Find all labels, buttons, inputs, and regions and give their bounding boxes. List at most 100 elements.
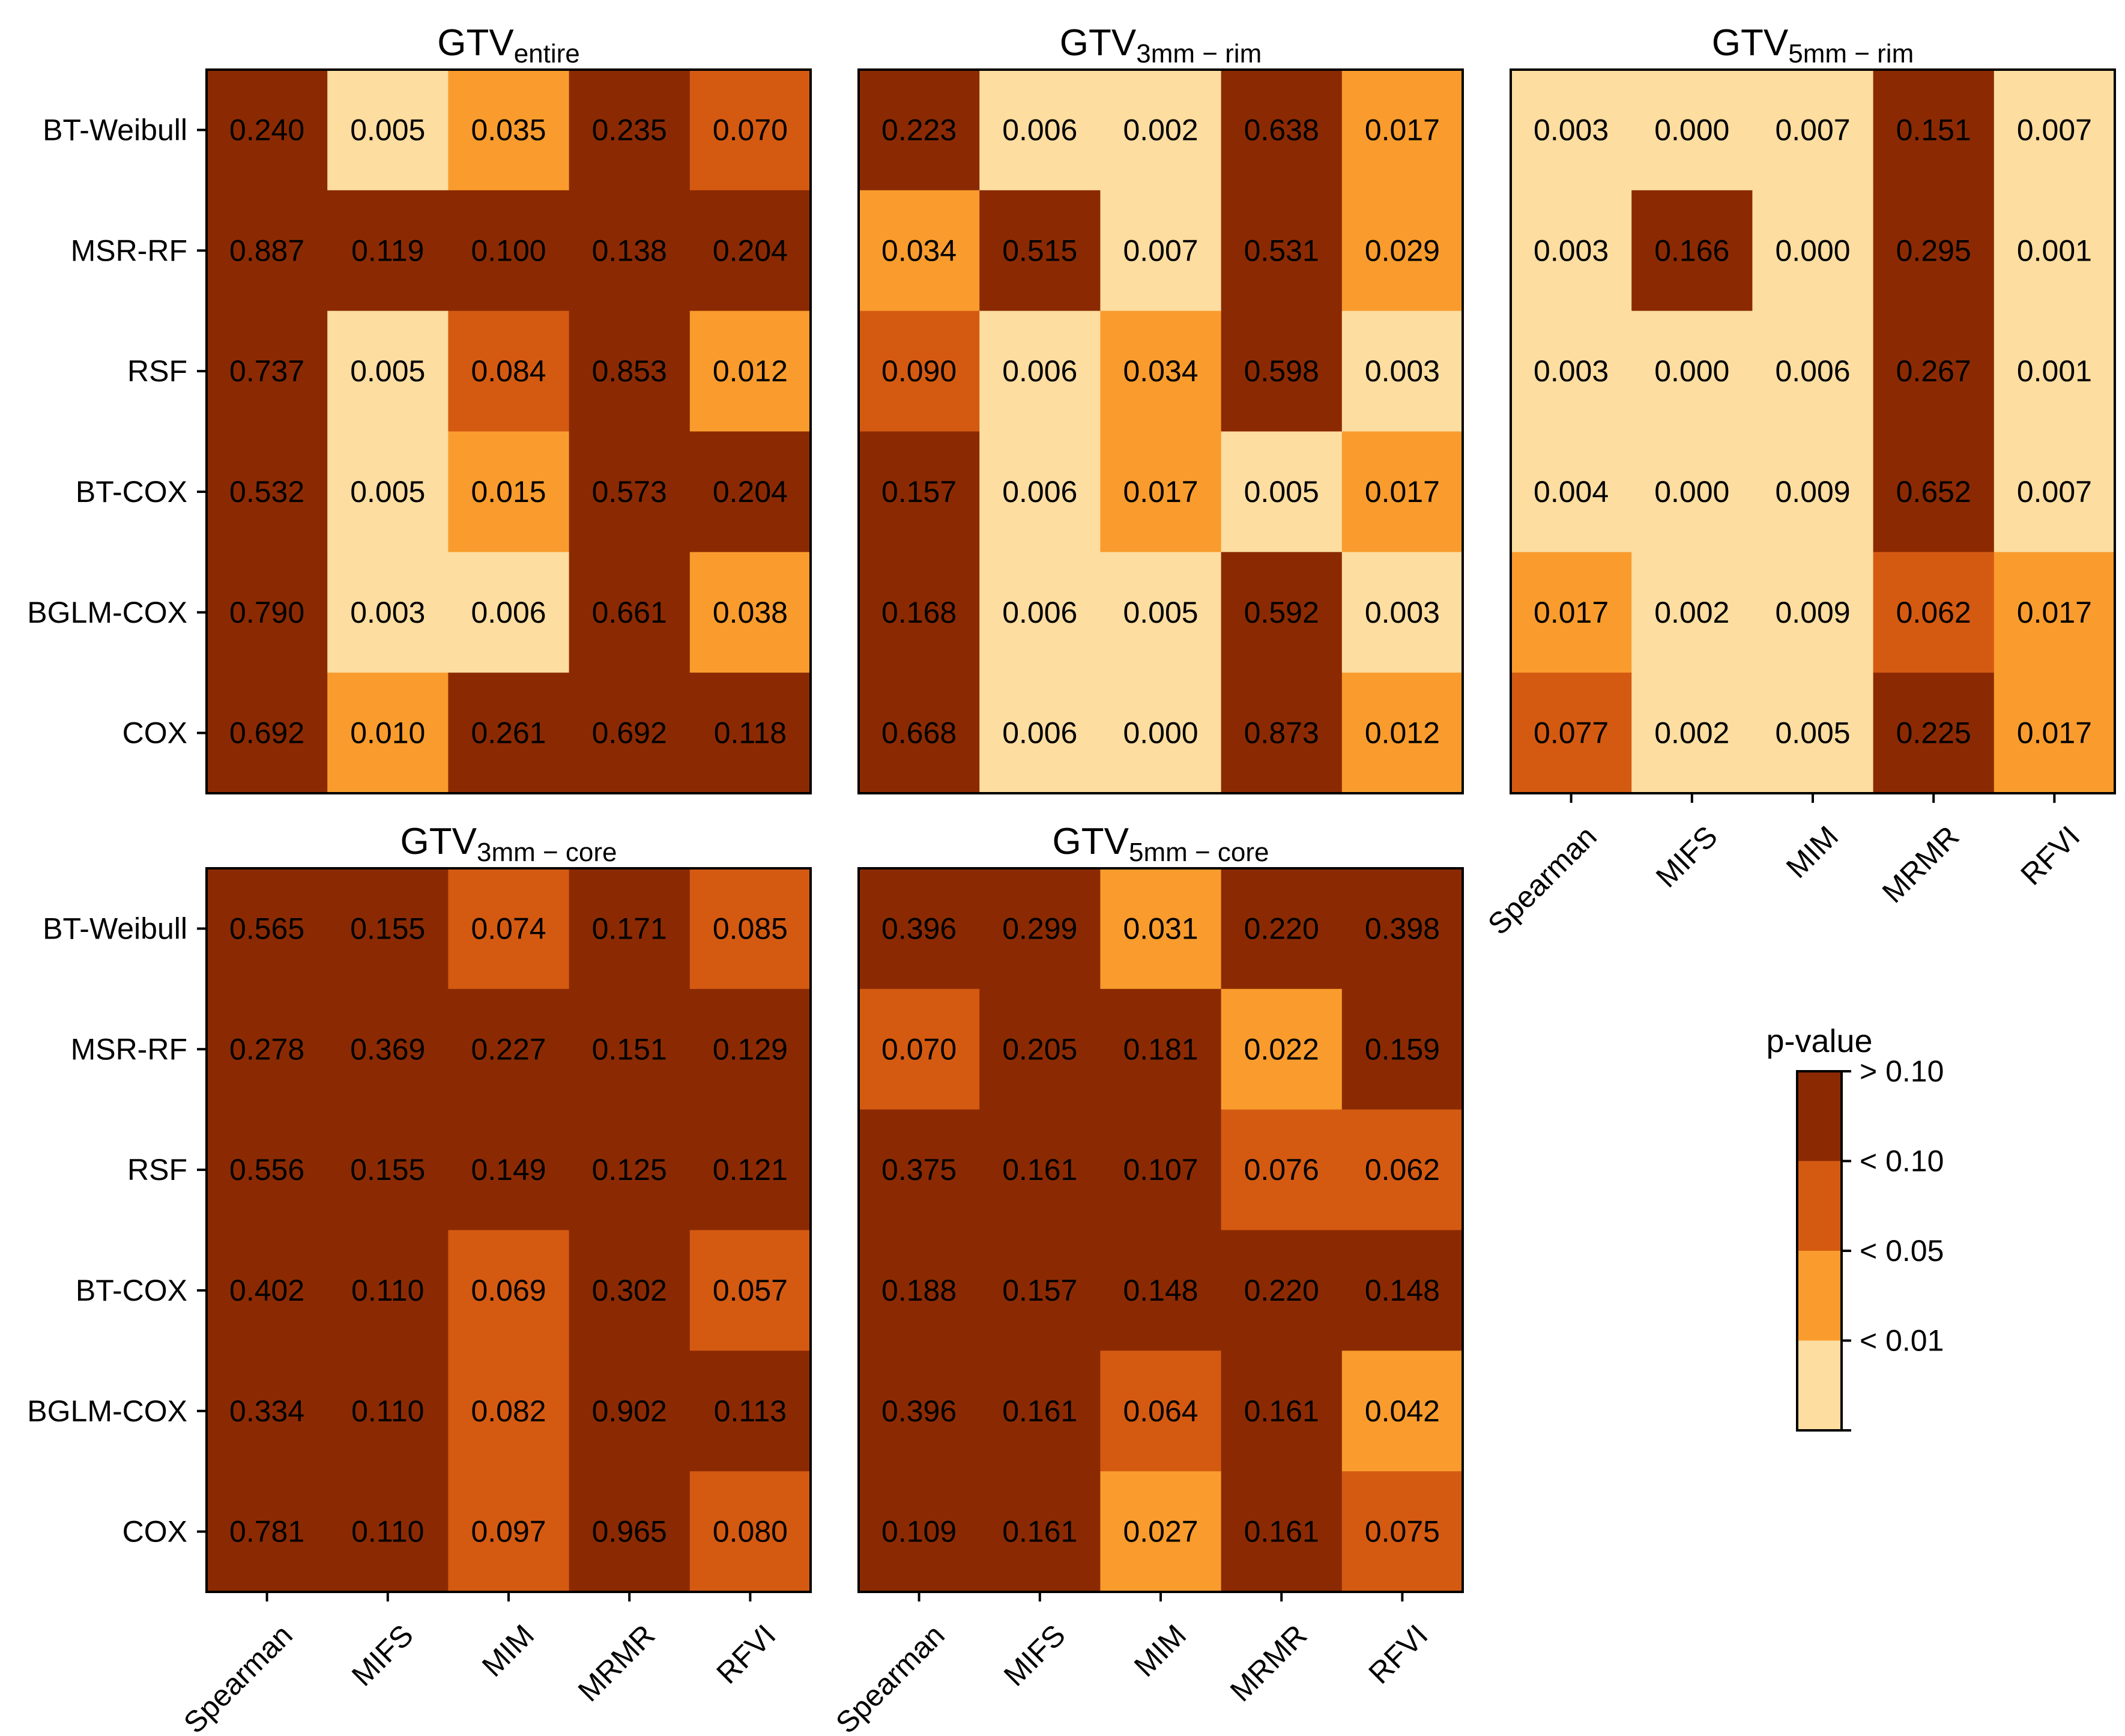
cell-value-label: 0.181 <box>1123 1032 1198 1066</box>
cell-value-label: 0.002 <box>1654 596 1729 629</box>
cell-value-label: 0.074 <box>471 912 546 945</box>
cell-value-label: 0.009 <box>1775 475 1850 509</box>
cell-value-label: 0.003 <box>1365 596 1440 629</box>
heatmap-cell <box>979 1109 1101 1231</box>
cell-value-label: 0.003 <box>1534 113 1609 147</box>
colorbar-tick-label: < 0.05 <box>1860 1234 1944 1268</box>
heatmap-cell <box>327 988 449 1110</box>
cell-value-label: 0.002 <box>1654 716 1729 750</box>
cell-value-label: 0.161 <box>1002 1153 1077 1187</box>
heatmap-cell <box>448 1350 570 1472</box>
cell-value-label: 0.005 <box>350 475 425 509</box>
heatmap-cell <box>569 552 691 673</box>
cell-value-label: 0.151 <box>1896 113 1971 147</box>
cell-value-label: 0.003 <box>350 596 425 629</box>
heatmap-cell <box>1631 190 1753 312</box>
cell-value-label: 0.002 <box>1123 113 1198 147</box>
heatmap-cell <box>1511 431 1632 552</box>
heatmap-cell <box>1873 431 1995 552</box>
cell-value-label: 0.003 <box>1534 234 1609 267</box>
cell-value-label: 0.129 <box>713 1032 788 1066</box>
cell-value-label: 0.080 <box>713 1515 788 1549</box>
heatmap-cell <box>1341 552 1463 673</box>
heatmap-cell <box>448 1230 570 1351</box>
heatmap-cell <box>327 1230 449 1351</box>
panel-title: GTV5mm − rim <box>1712 22 1914 68</box>
cell-value-label: 0.006 <box>471 596 546 629</box>
cell-value-label: 0.223 <box>881 113 957 147</box>
heatmap-cell <box>979 431 1101 552</box>
heatmap-cell <box>327 310 449 432</box>
cell-value-label: 0.965 <box>592 1515 667 1549</box>
heatmap-cell <box>1873 310 1995 432</box>
cell-value-label: 0.000 <box>1654 354 1729 388</box>
heatmap-cell <box>1341 431 1463 552</box>
heatmap-cell <box>859 190 980 312</box>
cell-value-label: 0.022 <box>1244 1032 1319 1066</box>
cell-value-label: 0.565 <box>229 912 304 945</box>
heatmap-cell <box>979 1350 1101 1472</box>
cell-value-label: 0.573 <box>592 475 667 509</box>
heatmap-cell <box>1994 673 2115 794</box>
heatmap-cell <box>327 1109 449 1231</box>
heatmap-cell <box>859 1230 980 1351</box>
cell-value-label: 0.121 <box>713 1153 788 1187</box>
cell-value-label: 0.398 <box>1365 912 1440 945</box>
cell-value-label: 0.168 <box>881 596 957 629</box>
heatmap-cell <box>1221 988 1343 1110</box>
heatmap-cell <box>1752 70 1874 191</box>
x-tick-label: MIM <box>1128 1618 1192 1683</box>
heatmap-cell <box>569 70 691 191</box>
cell-value-label: 0.261 <box>471 716 546 750</box>
heatmap-cell <box>569 988 691 1110</box>
heatmap-cell <box>689 868 811 990</box>
heatmap-cell <box>1100 673 1222 794</box>
heatmap-cell <box>1873 552 1995 673</box>
cell-value-label: 0.012 <box>713 354 788 388</box>
cell-value-label: 0.007 <box>1123 234 1198 267</box>
colorbar: p-value> 0.10 < 0.10 < 0.05 < 0.01 <box>1766 1023 1944 1432</box>
heatmap-cell <box>859 70 980 191</box>
cell-value-label: 0.204 <box>713 475 788 509</box>
cell-value-label: 0.076 <box>1244 1153 1319 1187</box>
cell-value-label: 0.109 <box>881 1515 957 1549</box>
heatmap-cell <box>1341 1350 1463 1472</box>
cell-value-label: 0.204 <box>713 234 788 267</box>
cell-value-label: 0.295 <box>1896 234 1971 267</box>
cell-value-label: 0.015 <box>471 475 546 509</box>
y-tick-label: BGLM-COX <box>27 1394 187 1428</box>
x-tick-label: MIFS <box>1649 820 1724 894</box>
heatmap-cell <box>1100 1471 1222 1592</box>
cell-value-label: 0.064 <box>1123 1394 1198 1428</box>
cell-value-label: 0.375 <box>881 1153 957 1187</box>
cell-value-label: 0.299 <box>1002 912 1077 945</box>
cell-value-label: 0.035 <box>471 113 546 147</box>
cell-value-label: 0.781 <box>229 1515 304 1549</box>
cell-value-label: 0.155 <box>350 1153 425 1187</box>
cell-value-label: 0.017 <box>1365 113 1440 147</box>
heatmap-cell <box>1752 310 1874 432</box>
cell-value-label: 0.001 <box>2017 234 2092 267</box>
heatmap-cell <box>207 1350 328 1472</box>
cell-value-label: 0.085 <box>713 912 788 945</box>
heatmap-cell <box>207 1471 328 1592</box>
heatmap-cell <box>1631 431 1753 552</box>
heatmap-cell <box>1221 190 1343 312</box>
heatmap-cell <box>1221 673 1343 794</box>
x-tick-label: Spearman <box>177 1618 299 1736</box>
heatmap-cell <box>1994 190 2115 312</box>
cell-value-label: 0.077 <box>1534 716 1609 750</box>
heatmap-cell <box>448 310 570 432</box>
panel-title: GTV3mm − rim <box>1060 22 1262 68</box>
heatmap-cell <box>979 70 1101 191</box>
heatmap-panel: 0.396 0.299 0.031 0.220 0.398 0.070 0.205 0.181… <box>829 821 1464 1736</box>
heatmap-cell <box>1221 70 1343 191</box>
cell-value-label: 0.042 <box>1365 1394 1440 1428</box>
heatmap-cell <box>1100 552 1222 673</box>
cell-value-label: 0.000 <box>1654 113 1729 147</box>
y-tick-label: RSF <box>127 1153 187 1187</box>
cell-value-label: 0.138 <box>592 234 667 267</box>
heatmap-cell <box>1511 190 1632 312</box>
heatmap-cell <box>1221 431 1343 552</box>
heatmap-cell <box>1341 1471 1463 1592</box>
